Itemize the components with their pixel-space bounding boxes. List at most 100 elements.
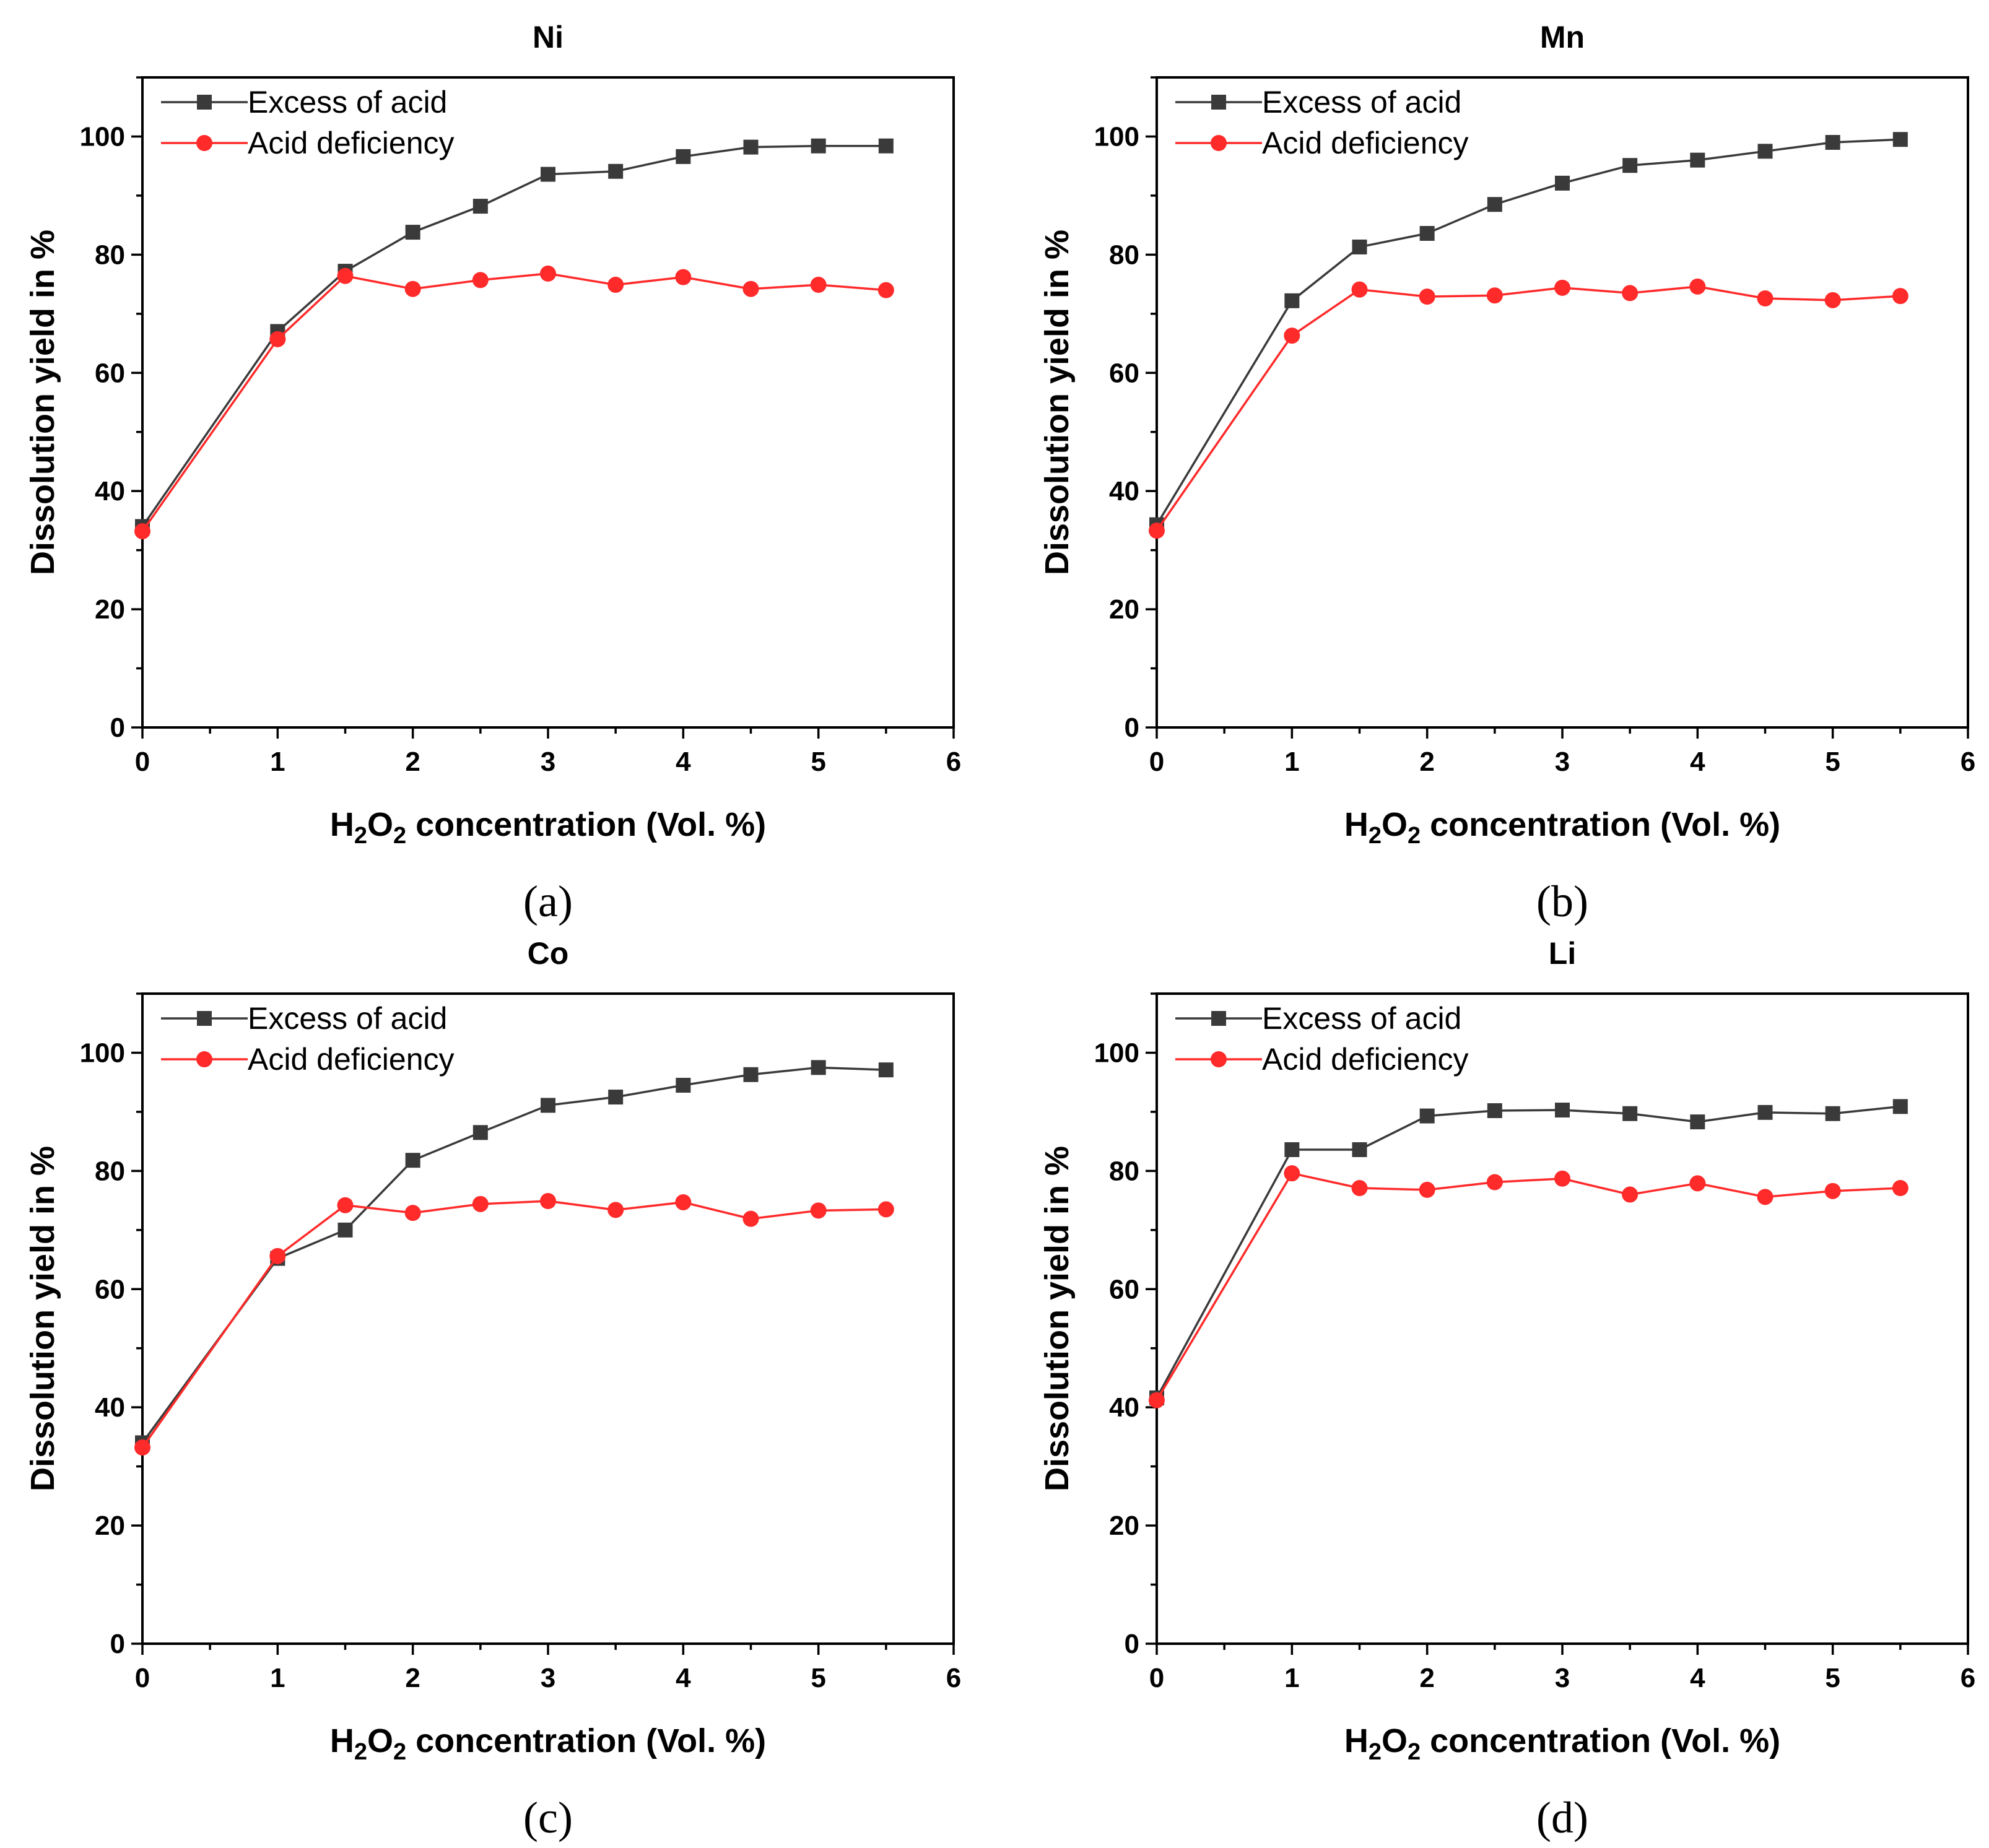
y-axis-label: Dissolution yield in %	[24, 1146, 61, 1491]
data-point	[742, 1210, 759, 1227]
series-excess-of-acid	[1149, 132, 1908, 532]
data-point	[1487, 1103, 1502, 1118]
data-point	[1352, 239, 1367, 254]
data-point	[1351, 281, 1368, 298]
panel-label: (c)	[523, 1793, 573, 1842]
data-point	[1757, 1189, 1774, 1205]
x-axis-label-main: H	[1344, 1722, 1369, 1759]
y-tick-label: 40	[95, 1392, 125, 1423]
data-point	[540, 265, 556, 282]
x-tick-label: 5	[811, 1663, 825, 1693]
x-tick-label: 5	[811, 747, 825, 777]
series-acid-deficiency	[134, 1193, 894, 1456]
series-line	[1156, 1105, 1901, 1399]
data-point	[1419, 226, 1435, 241]
x-tick-label: 3	[1555, 1663, 1570, 1693]
plot-frame	[141, 992, 955, 1645]
x-tick-label: 1	[1284, 1663, 1299, 1693]
y-tick-label: 80	[95, 1156, 125, 1186]
x-tick-label: 4	[1690, 747, 1705, 777]
data-point	[1555, 175, 1570, 191]
x-axis-label-mid: O	[1382, 806, 1408, 843]
x-tick-label: 6	[1961, 1663, 1975, 1693]
data-point	[1419, 288, 1435, 305]
y-tick-label: 40	[1109, 1392, 1139, 1423]
x-axis-label-mid: O	[1382, 1722, 1408, 1759]
data-point	[1351, 1180, 1368, 1197]
series-excess-of-acid	[135, 138, 894, 534]
y-tick-label: 60	[95, 358, 125, 388]
data-point	[1622, 285, 1639, 301]
chart-title: Ni	[533, 20, 564, 54]
x-axis-label: H2O2 concentration (Vol. %)	[1344, 1722, 1780, 1765]
data-point	[1555, 1103, 1570, 1118]
x-tick-label: 0	[135, 1663, 150, 1693]
y-tick-label: 20	[1109, 594, 1139, 625]
x-tick-label: 2	[1419, 747, 1434, 777]
series-acid-deficiency	[1149, 1165, 1908, 1408]
x-axis-label-sub1: 2	[354, 1739, 367, 1765]
x-axis-label-sub2: 2	[393, 1739, 406, 1765]
y-tick-label: 0	[110, 713, 125, 743]
x-tick-label: 2	[405, 1663, 420, 1693]
series-line	[1156, 285, 1900, 532]
x-tick-label: 6	[946, 1663, 961, 1693]
y-tick-label: 100	[1094, 121, 1139, 152]
data-point	[269, 1247, 286, 1264]
data-point	[1284, 328, 1300, 344]
data-point	[1757, 1104, 1773, 1120]
plot-frame	[1156, 992, 1969, 1645]
y-tick-label: 100	[80, 1038, 125, 1068]
x-axis-label: H2O2 concentration (Vol. %)	[330, 806, 766, 849]
data-point	[675, 269, 692, 285]
data-point	[404, 280, 421, 297]
x-tick-label: 5	[1825, 747, 1840, 777]
data-point	[608, 163, 624, 179]
chart-title: Mn	[1540, 20, 1585, 54]
legend-marker	[196, 1051, 212, 1067]
x-axis-label-main: H	[330, 1722, 354, 1759]
data-point	[1419, 1181, 1435, 1198]
x-axis-label: H2O2 concentration (Vol. %)	[330, 1722, 766, 1765]
x-axis-label-sub2: 2	[393, 823, 406, 849]
legend-label: Excess of acid	[1262, 85, 1461, 119]
data-point	[810, 277, 827, 293]
data-point	[1486, 1174, 1503, 1191]
data-point	[1892, 1099, 1908, 1114]
x-axis-label-main: H	[1344, 806, 1369, 843]
legend-label: Excess of acid	[248, 1001, 447, 1036]
y-tick-label: 80	[95, 240, 125, 270]
x-axis-label-tail: concentration (Vol. %)	[406, 1722, 766, 1759]
data-point	[1149, 523, 1165, 539]
x-axis-label-mid: O	[367, 806, 393, 843]
chart-title: Li	[1549, 936, 1576, 971]
x-axis-label-sub1: 2	[1369, 823, 1382, 849]
series-line	[141, 1200, 886, 1449]
x-tick-label: 2	[405, 747, 420, 777]
data-point	[1486, 287, 1503, 304]
series-line	[141, 1066, 886, 1444]
data-point	[405, 225, 420, 240]
data-point	[337, 1222, 353, 1238]
data-point	[1284, 1165, 1300, 1182]
x-tick-label: 3	[541, 1663, 555, 1693]
y-tick-label: 0	[1125, 713, 1139, 743]
y-tick-label: 80	[1109, 240, 1139, 270]
y-axis-label: Dissolution yield in %	[24, 230, 61, 575]
y-tick-label: 60	[95, 1274, 125, 1304]
series-excess-of-acid	[1149, 1099, 1908, 1405]
x-axis-label-tail: concentration (Vol. %)	[1421, 1722, 1780, 1759]
plot-frame	[1156, 76, 1969, 729]
series-line	[141, 144, 886, 527]
data-point	[134, 1439, 150, 1456]
x-tick-label: 6	[1961, 747, 1975, 777]
data-point	[1892, 1180, 1908, 1197]
data-point	[1892, 288, 1908, 305]
data-point	[541, 167, 555, 182]
legend-marker	[197, 95, 212, 110]
data-point	[877, 282, 894, 298]
x-axis-label-tail: concentration (Vol. %)	[406, 806, 766, 843]
data-point	[877, 1201, 894, 1218]
